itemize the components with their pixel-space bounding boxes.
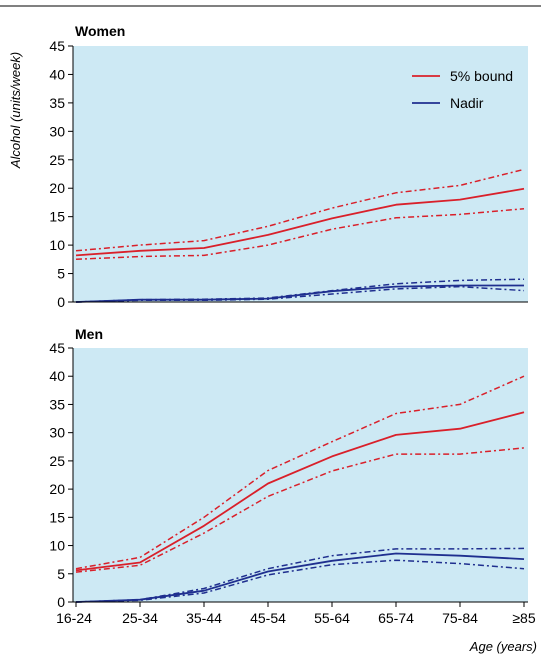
men-y-tick-label: 45 (49, 340, 65, 356)
legend-label-bound: 5% bound (450, 68, 513, 84)
men-y-tick-label: 15 (49, 509, 65, 525)
x-tick-label: 55-64 (314, 610, 350, 626)
women-y-tick-label: 25 (49, 152, 65, 168)
men-plot-area (73, 348, 528, 602)
women-y-axis: 0 5 10 15 20 25 30 35 40 45 (49, 38, 73, 310)
men-y-tick-label: 25 (49, 453, 65, 469)
women-series-1-bound-line (75, 168, 525, 252)
x-tick-label: 25-34 (122, 610, 158, 626)
men-series-5-bound-line (75, 559, 525, 603)
x-tick-label: 35-44 (186, 610, 222, 626)
women-y-tick-label: 35 (49, 95, 65, 111)
women-y-tick-label: 15 (49, 209, 65, 225)
women-series-2-bound-line (75, 207, 525, 261)
men-panel-title: Men (75, 326, 103, 342)
women-panel-title: Women (75, 23, 125, 39)
women-y-tick-label: 5 (57, 266, 65, 282)
x-tick-label: 75-84 (442, 610, 478, 626)
women-y-tick-label: 20 (49, 180, 65, 196)
x-tick-label: ≥85 (512, 610, 535, 626)
women-series-5-bound-line (75, 285, 525, 303)
women-y-tick-label: 30 (49, 123, 65, 139)
men-y-tick-label: 10 (49, 538, 65, 554)
men-y-axis: 0 5 10 15 20 25 30 35 40 45 (49, 340, 73, 610)
men-y-tick-label: 30 (49, 425, 65, 441)
x-axis-label: Age (years) (469, 639, 537, 654)
men-series-1-bound-line (75, 375, 525, 570)
women-series (75, 168, 525, 303)
men-y-tick-label: 0 (57, 594, 65, 610)
men-y-tick-label: 40 (49, 368, 65, 384)
men-series-4-bound-line (75, 547, 525, 603)
men-series (75, 375, 525, 603)
x-tick-label: 65-74 (378, 610, 414, 626)
men-panel: Men 0 5 10 15 20 25 30 35 40 45 16-24 25-34 35-44 45… (49, 326, 535, 626)
legend-label-nadir: Nadir (450, 95, 484, 111)
x-tick-label: 45-54 (250, 610, 286, 626)
women-y-tick-label: 40 (49, 66, 65, 82)
men-y-tick-label: 35 (49, 396, 65, 412)
x-axis-tick-labels: 16-24 25-34 35-44 45-54 55-64 65-74 75-84 ≥85 (56, 602, 536, 626)
women-y-tick-label: 0 (57, 294, 65, 310)
women-y-tick-label: 45 (49, 38, 65, 54)
legend: 5% bound Nadir (412, 68, 513, 111)
x-tick-label: 16-24 (56, 610, 92, 626)
women-y-tick-label: 10 (49, 237, 65, 253)
women-plot-area (73, 46, 528, 302)
men-y-tick-label: 5 (57, 566, 65, 582)
men-y-tick-label: 20 (49, 481, 65, 497)
women-panel: Women 0 5 10 15 20 25 30 35 40 45 5% bound Nadir (49, 23, 528, 310)
y-axis-label: Alcohol (units/week) (8, 52, 23, 169)
women-series-0-line (75, 187, 525, 257)
men-series-0-line (75, 411, 525, 572)
